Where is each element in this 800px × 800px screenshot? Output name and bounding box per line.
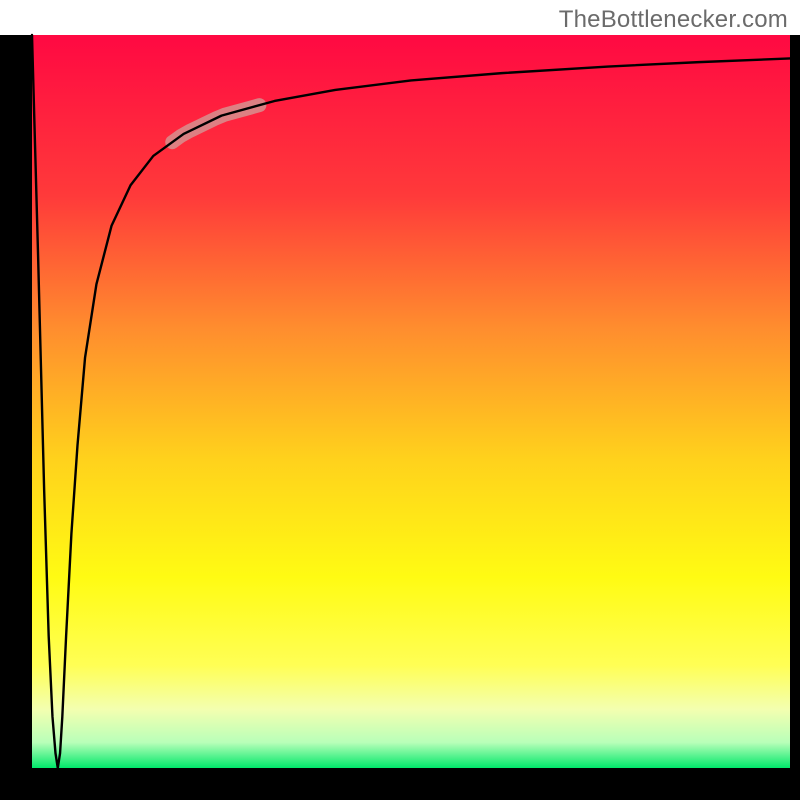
frame-bottom	[0, 768, 800, 800]
chart-container: TheBottlenecker.com	[0, 0, 800, 800]
gradient-background	[32, 35, 790, 768]
watermark-text: TheBottlenecker.com	[559, 6, 788, 34]
bottleneck-chart	[0, 0, 800, 800]
frame-left	[0, 35, 32, 800]
frame-right	[790, 35, 800, 768]
